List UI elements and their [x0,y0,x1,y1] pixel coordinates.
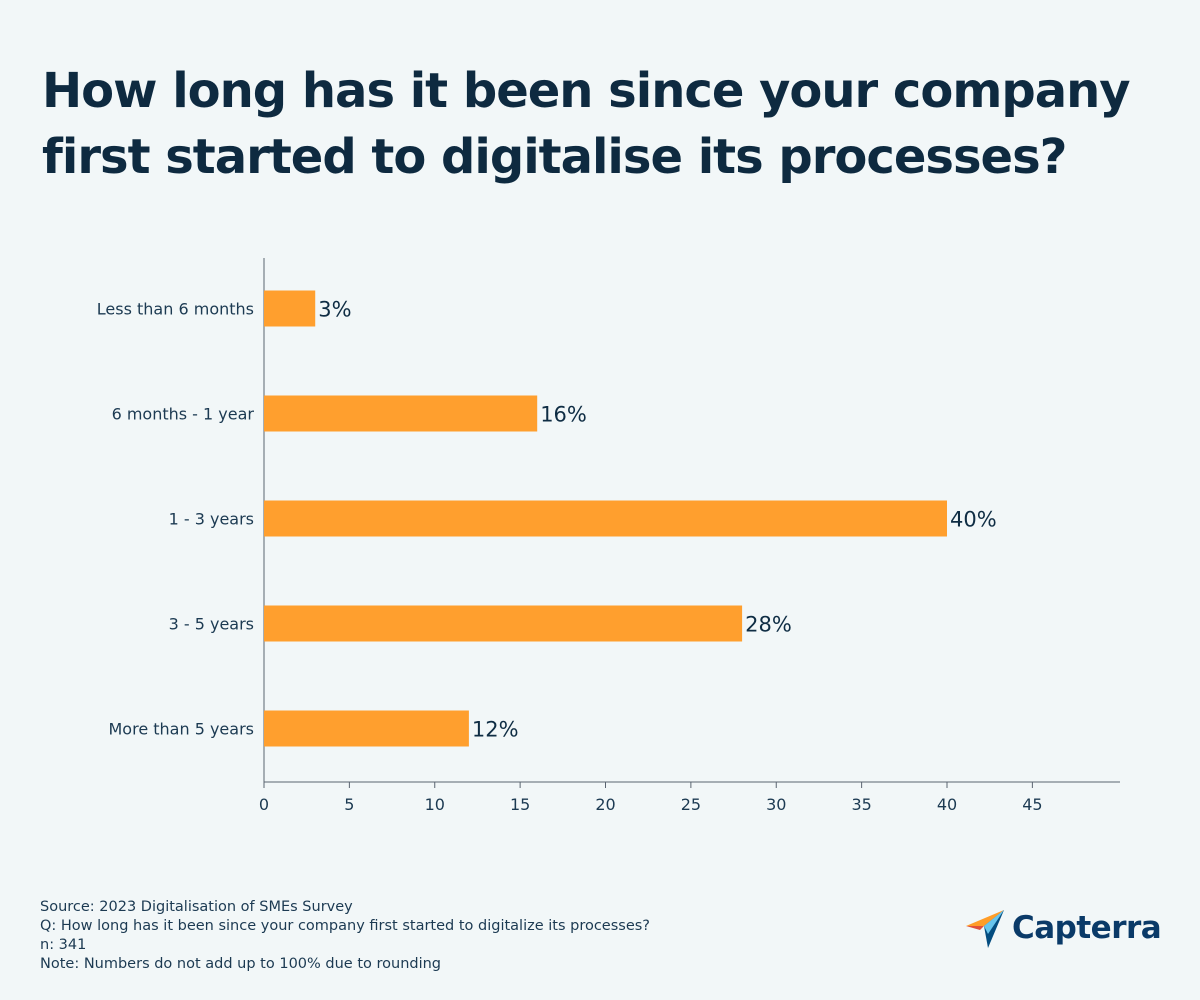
chart-title: How long has it been since your company … [42,58,1172,190]
x-tick-label: 35 [851,795,871,814]
x-tick-label: 10 [425,795,445,814]
footer-note: Note: Numbers do not add up to 100% due … [40,956,442,972]
chart-bars [264,290,947,747]
category-label: Less than 6 months [97,300,254,319]
x-tick-label: 25 [681,795,701,814]
bar [264,500,947,537]
bar [264,290,316,327]
footer-n: n: 341 [40,937,87,953]
x-tick-label: 0 [259,795,269,814]
category-label: 3 - 5 years [169,615,254,634]
bar [264,710,469,747]
category-label: 6 months - 1 year [112,405,255,424]
data-label: 40% [950,508,997,532]
x-tick-label: 30 [766,795,786,814]
chart-title-line-1: How long has it been since your company [42,63,1131,119]
capterra-arrow-icon [966,910,1004,948]
x-tick-label: 15 [510,795,530,814]
capterra-logo: Capterra [966,908,1162,948]
x-tick-label: 40 [937,795,957,814]
data-label: 3% [318,298,351,322]
chart-axes: 0 5 10 15 20 25 30 35 40 45 [259,258,1120,814]
category-label: 1 - 3 years [169,510,254,529]
logo-text: Capterra [1012,910,1162,946]
chart-labels: Less than 6 months 3% 6 months - 1 year 16%… [97,298,997,742]
chart-title-line-2: first started to digitalise its processe… [42,129,1068,185]
data-label: 28% [745,613,792,637]
data-label: 16% [540,403,587,427]
footer-source: Source: 2023 Digitalisation of SMEs Surv… [40,899,353,915]
chart-footer: Source: 2023 Digitalisation of SMEs Surv… [40,898,650,974]
footer-question: Q: How long has it been since your compa… [40,918,651,934]
data-label: 12% [472,718,519,742]
x-tick-label: 45 [1022,795,1042,814]
x-tick-label: 20 [595,795,615,814]
bar [264,395,538,432]
bar [264,605,743,642]
x-tick-label: 5 [344,795,354,814]
category-label: More than 5 years [109,720,255,739]
